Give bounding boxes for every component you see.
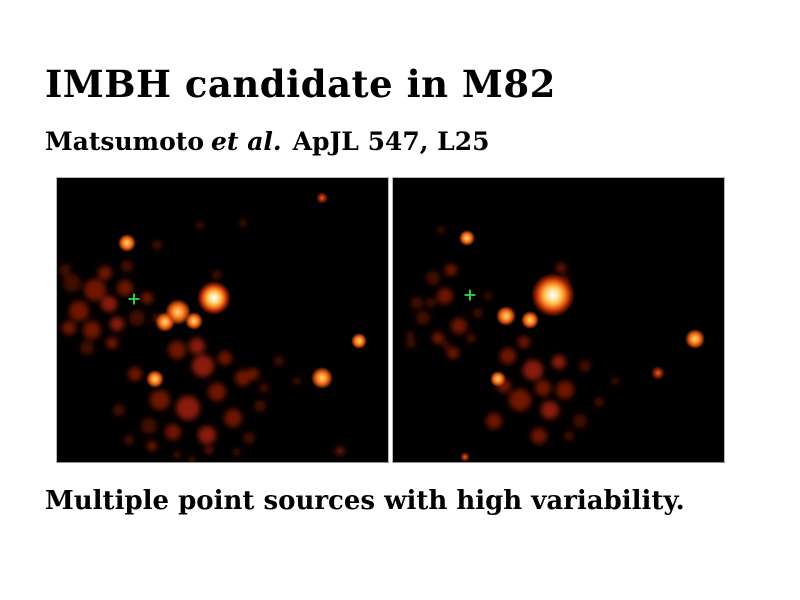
target-cross <box>128 293 140 305</box>
slide-title: IMBH candidate in M82 <box>45 62 556 106</box>
citation-etal: et al. <box>211 127 282 156</box>
citation-ref: ApJL 547, L25 <box>292 127 490 156</box>
citation: Matsumoto et al. ApJL 547, L25 <box>45 129 490 154</box>
xray-image-epoch1-frame <box>56 177 389 463</box>
xray-image-epoch2-frame <box>392 177 725 463</box>
target-cross <box>464 289 476 301</box>
xray-figure <box>56 177 725 463</box>
xray-image-epoch2 <box>393 178 724 462</box>
xray-image-epoch1 <box>57 178 388 462</box>
slide-caption: Multiple point sources with high variabi… <box>45 486 685 516</box>
citation-author: Matsumoto <box>45 127 205 156</box>
